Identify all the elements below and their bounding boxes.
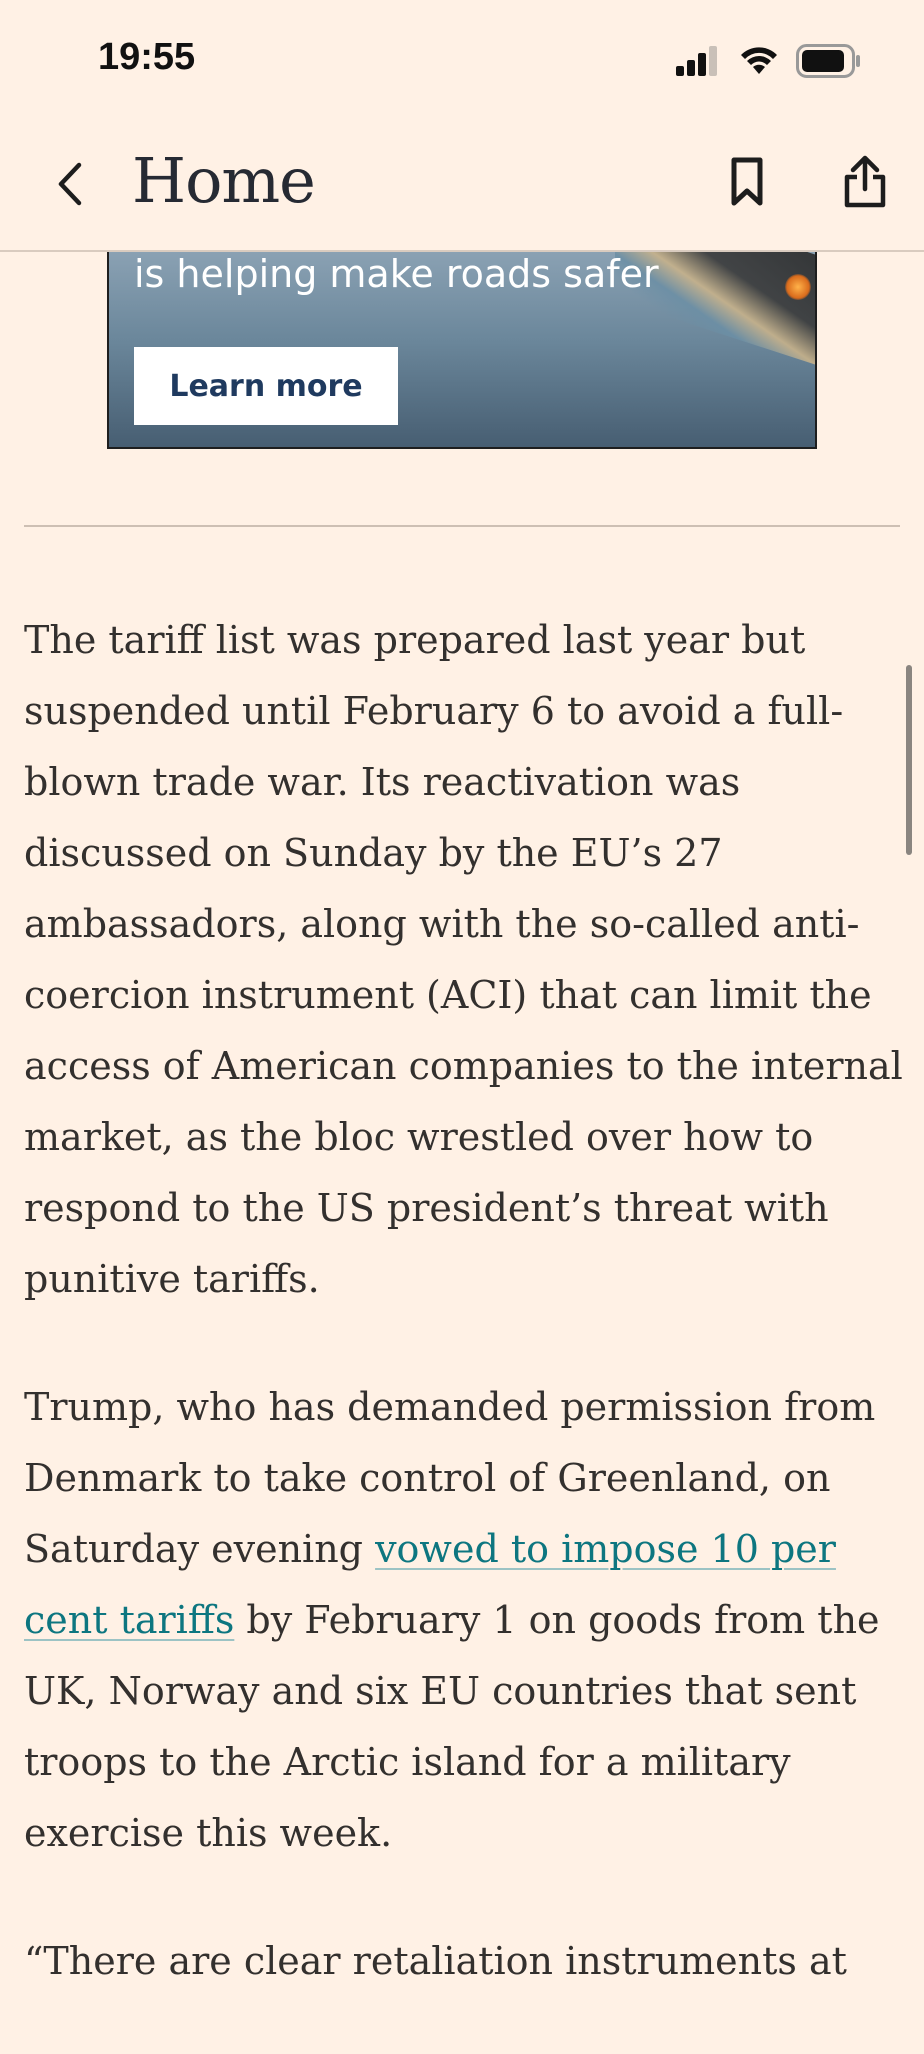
share-icon bbox=[844, 155, 886, 208]
nav-title: Home bbox=[132, 144, 316, 217]
bookmark-icon bbox=[731, 157, 763, 206]
signal-icon bbox=[674, 46, 718, 80]
article-paragraph: The tariff list was prepared last year b… bbox=[24, 618, 903, 1301]
learn-more-button[interactable]: Learn more bbox=[134, 347, 398, 425]
article-paragraph: Trump, who has demanded permission from … bbox=[24, 1372, 904, 1869]
wifi-icon bbox=[738, 44, 780, 80]
section-divider bbox=[24, 525, 900, 527]
share-button[interactable] bbox=[836, 150, 894, 214]
status-bar: 19:55 bbox=[0, 0, 924, 120]
tariffs-link[interactable]: vowed to impose 10 per cent tariffs bbox=[24, 1527, 836, 1642]
battery-icon bbox=[796, 44, 862, 82]
ad-light bbox=[785, 274, 811, 300]
bookmark-button[interactable] bbox=[722, 152, 772, 212]
scrollbar[interactable] bbox=[906, 665, 912, 855]
article-body: The tariff list was prepared last year b… bbox=[24, 605, 904, 2054]
paragraph-text: by February 1 on goods from the UK, Norw… bbox=[24, 1598, 880, 1855]
status-time: 19:55 bbox=[98, 36, 196, 78]
back-button[interactable] bbox=[40, 154, 100, 214]
ad-tagline: is helping make roads safer bbox=[134, 252, 659, 296]
nav-bar: Home bbox=[0, 120, 924, 252]
paragraph-text: Trump, who has demanded permission from … bbox=[24, 1385, 876, 1571]
chevron-left-icon bbox=[58, 162, 82, 206]
advertisement-banner[interactable]: is helping make roads safer Learn more bbox=[107, 252, 817, 449]
article-paragraph: “There are clear retaliation instruments… bbox=[24, 1939, 847, 1983]
